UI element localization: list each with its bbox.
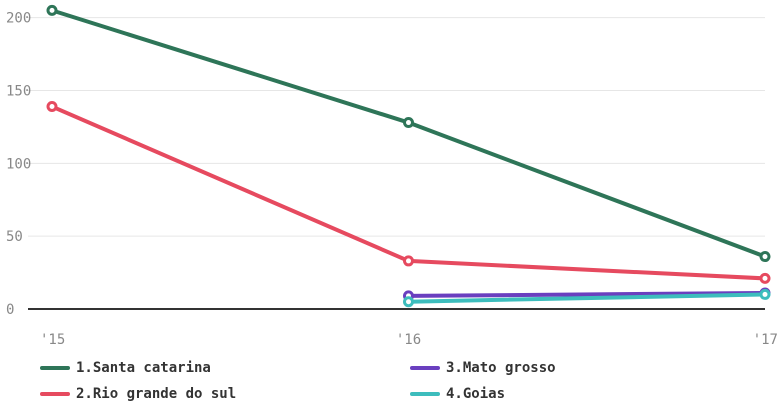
- x-tick-label: '17: [753, 332, 778, 348]
- legend-label-1: 1.Santa catarina: [76, 360, 211, 376]
- data-point-4[interactable]: [403, 296, 414, 308]
- legend-swatch-2: [40, 392, 70, 396]
- legend: 1.Santa catarina 2.Rio grande do sul 3.M…: [0, 350, 780, 407]
- y-tick-label: 100: [6, 156, 31, 172]
- x-tick-label: '15: [40, 332, 65, 348]
- legend-swatch-4: [410, 392, 440, 396]
- legend-label-4: 4.Goias: [446, 386, 506, 402]
- y-tick-label: 150: [6, 84, 31, 100]
- legend-label-3: 3.Mato grosso: [446, 360, 556, 376]
- y-tick-label: 50: [6, 229, 23, 245]
- x-tick-label: '16: [396, 332, 421, 348]
- legend-item-4[interactable]: 4.Goias: [410, 382, 505, 406]
- legend-item-1[interactable]: 1.Santa catarina: [40, 356, 211, 380]
- data-point-2[interactable]: [46, 101, 58, 113]
- data-point-2[interactable]: [759, 272, 771, 284]
- y-axis-ticks: 0 50 100 150 200: [6, 11, 31, 318]
- x-axis-ticks: '15 '16 '17: [40, 332, 778, 348]
- data-point-1[interactable]: [403, 117, 414, 129]
- line-chart: 0 50 100 150 200 '15 '16 '17: [6, 4, 778, 348]
- gridlines: [28, 17, 765, 310]
- data-point-1[interactable]: [46, 4, 58, 16]
- series-line-3: [406, 290, 767, 298]
- y-tick-label: 0: [6, 302, 14, 318]
- series-line-4: [406, 292, 767, 304]
- data-point-1[interactable]: [759, 251, 771, 263]
- legend-label-2: 2.Rio grande do sul: [76, 386, 237, 402]
- legend-swatch-1: [40, 366, 70, 370]
- legend-item-3[interactable]: 3.Mato grosso: [410, 356, 556, 380]
- data-point-2[interactable]: [403, 255, 414, 267]
- data-point-4[interactable]: [759, 288, 771, 300]
- legend-swatch-3: [410, 366, 440, 370]
- y-tick-label: 200: [6, 11, 31, 27]
- series-line-1: [50, 8, 767, 259]
- series-line-2: [50, 104, 767, 281]
- legend-item-2[interactable]: 2.Rio grande do sul: [40, 382, 236, 406]
- series-lines: [46, 4, 771, 308]
